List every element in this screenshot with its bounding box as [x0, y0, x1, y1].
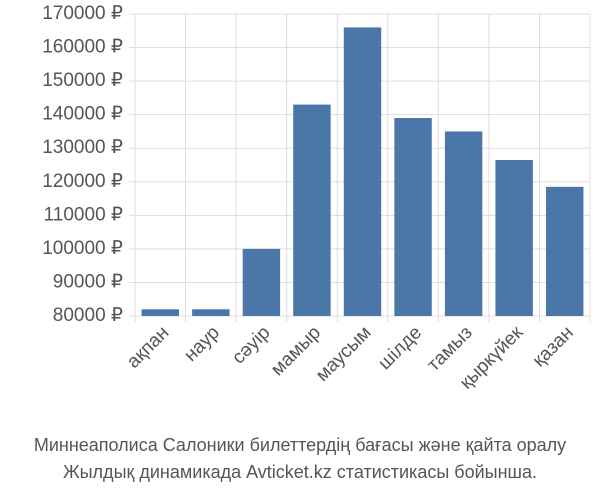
- bar: [495, 159, 533, 316]
- x-tick-label: шілде: [374, 322, 426, 374]
- y-tick-label: 170000 ₽: [42, 3, 123, 24]
- x-tick-label: маусым: [312, 322, 376, 386]
- bar: [141, 309, 179, 316]
- y-tick-label: 150000 ₽: [42, 70, 123, 91]
- y-tick-label: 110000 ₽: [44, 204, 123, 225]
- caption-line: Жылдық динамикада Avticket.kz статистика…: [63, 462, 537, 482]
- x-tick-label: сәуір: [228, 322, 274, 368]
- y-tick-label: 160000 ₽: [42, 37, 123, 58]
- bar: [242, 248, 281, 316]
- bar: [444, 131, 483, 316]
- caption-line: Миннеаполиса Салоники билеттердің бағасы…: [34, 435, 566, 455]
- bar: [394, 118, 432, 317]
- x-tick-label: ақпан: [123, 322, 173, 372]
- bar: [343, 27, 382, 317]
- y-tick-label: 140000 ₽: [42, 104, 123, 125]
- x-tick-label: наур: [180, 322, 224, 366]
- y-tick-label: 120000 ₽: [42, 171, 123, 192]
- x-tick-label: қазан: [529, 322, 578, 371]
- bar: [192, 309, 230, 316]
- y-tick-label: 80000 ₽: [53, 305, 123, 326]
- bar: [546, 186, 584, 316]
- bar: [293, 104, 331, 316]
- y-tick-label: 90000 ₽: [53, 271, 123, 292]
- y-tick-label: 130000 ₽: [42, 137, 123, 158]
- y-tick-label: 100000 ₽: [42, 238, 123, 259]
